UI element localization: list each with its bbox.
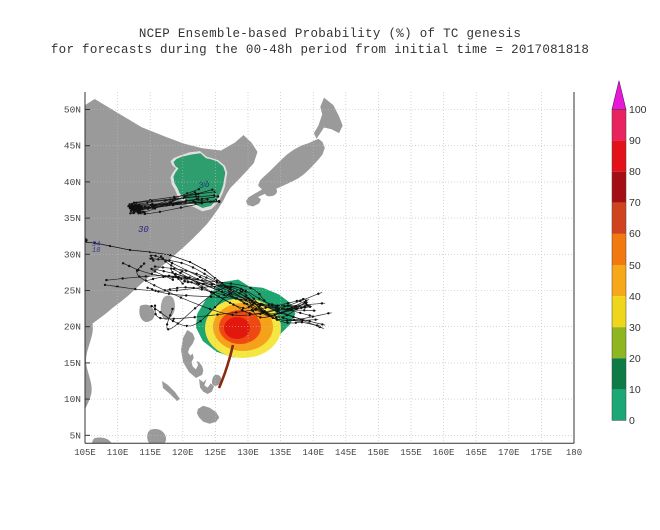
svg-text:125E: 125E [205, 448, 227, 458]
svg-text:50: 50 [629, 260, 641, 272]
svg-text:18: 18 [92, 247, 100, 255]
svg-text:105E: 105E [74, 448, 96, 458]
svg-text:20N: 20N [64, 322, 81, 333]
svg-text:175E: 175E [531, 448, 553, 458]
svg-text:10: 10 [629, 384, 641, 396]
svg-text:10N: 10N [64, 394, 81, 405]
svg-text:150E: 150E [368, 448, 390, 458]
svg-text:145E: 145E [335, 448, 357, 458]
svg-text:135E: 135E [270, 448, 292, 458]
svg-text:160E: 160E [433, 448, 455, 458]
svg-text:45N: 45N [64, 141, 81, 152]
svg-text:80: 80 [629, 166, 641, 178]
svg-text:120E: 120E [172, 448, 194, 458]
svg-text:155E: 155E [400, 448, 422, 458]
svg-text:30: 30 [138, 225, 149, 235]
svg-text:35N: 35N [64, 213, 81, 224]
svg-text:70: 70 [629, 197, 641, 209]
svg-text:130E: 130E [237, 448, 259, 458]
svg-text:25N: 25N [64, 286, 81, 297]
svg-text:5N: 5N [70, 430, 81, 441]
svg-text:165E: 165E [465, 448, 487, 458]
svg-text:115E: 115E [139, 448, 161, 458]
svg-text:40: 40 [629, 291, 641, 303]
svg-text:0: 0 [629, 415, 635, 427]
svg-text:140E: 140E [302, 448, 324, 458]
svg-text:90: 90 [629, 135, 641, 147]
svg-text:110E: 110E [107, 448, 129, 458]
svg-text:50N: 50N [64, 105, 81, 116]
svg-text:15N: 15N [64, 358, 81, 369]
svg-text:170E: 170E [498, 448, 520, 458]
svg-text:30: 30 [629, 322, 641, 334]
svg-text:20: 20 [629, 353, 641, 365]
svg-text:40N: 40N [64, 177, 81, 188]
svg-text:180: 180 [566, 448, 582, 458]
svg-text:30N: 30N [64, 249, 81, 260]
svg-text:60: 60 [629, 228, 641, 240]
svg-text:100: 100 [629, 104, 647, 116]
